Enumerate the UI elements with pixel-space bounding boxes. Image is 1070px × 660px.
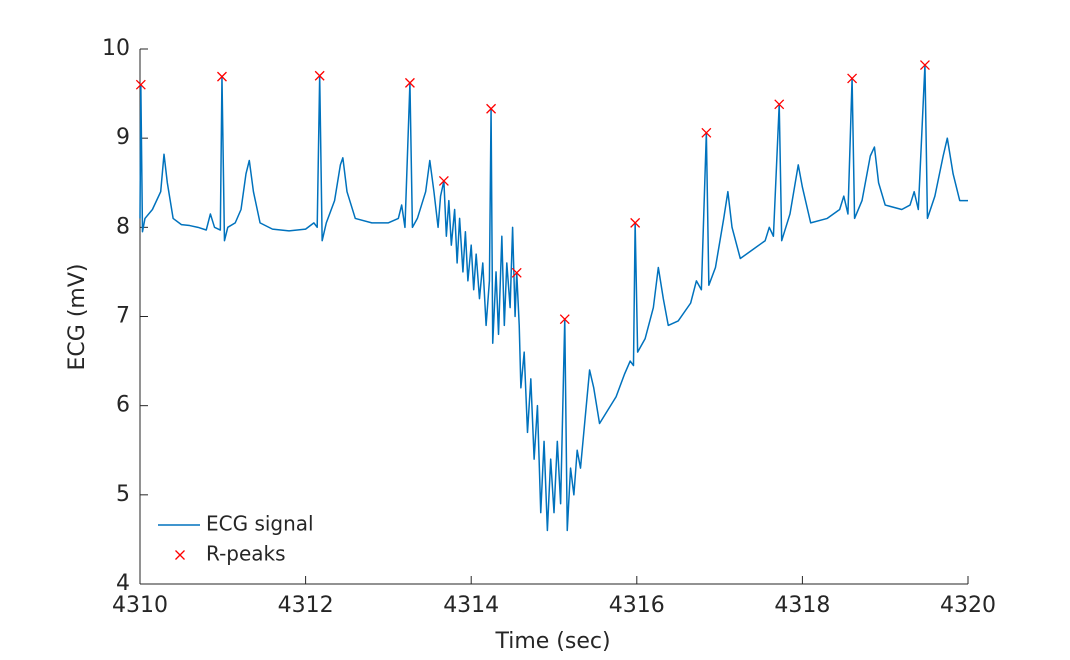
y-axis-label: ECG (mV)	[65, 264, 90, 371]
x-tick-label: 4312	[278, 593, 334, 618]
y-tick-label: 10	[102, 36, 130, 61]
r-peak-marker	[559, 314, 570, 325]
r-peak-marker	[486, 103, 497, 114]
y-tick-label: 8	[116, 214, 130, 239]
r-peak-marker	[701, 127, 712, 138]
y-tick-label: 7	[116, 304, 130, 329]
y-tick-label: 5	[116, 482, 130, 507]
x-tick-label: 4320	[940, 593, 996, 618]
r-peak-marker	[135, 79, 146, 90]
r-peak-marker	[404, 77, 415, 88]
legend-symbol	[175, 550, 185, 560]
x-tick-label: 4316	[609, 593, 665, 618]
x-axis-label: Time (sec)	[494, 629, 610, 654]
x-tick-label: 4314	[443, 593, 499, 618]
legend-label: R-peaks	[206, 542, 286, 566]
x-tick-label: 4318	[774, 593, 830, 618]
y-tick-label: 9	[116, 125, 130, 150]
r-peak-marker	[774, 99, 785, 110]
legend-label: ECG signal	[206, 512, 314, 536]
x-tick-label: 4310	[112, 593, 168, 618]
r-peak-marker	[511, 267, 522, 278]
r-peak-marker	[314, 70, 325, 81]
y-tick-label: 4	[116, 571, 130, 596]
ecg-line	[139, 64, 968, 532]
y-tick-label: 6	[116, 393, 130, 418]
r-peak-marker	[438, 176, 449, 186]
r-peak-marker	[217, 71, 227, 82]
r-peak-marker	[919, 60, 930, 71]
r-peak-marker	[847, 73, 858, 84]
r-peak-marker	[630, 217, 641, 228]
